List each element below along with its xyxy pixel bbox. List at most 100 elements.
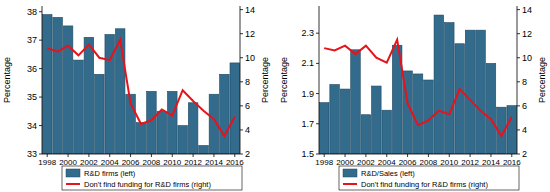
legend-swatch <box>343 169 357 177</box>
plot-area <box>42 15 239 154</box>
y-tick-label: 1.9 <box>301 89 314 99</box>
y2-tick-label: 6 <box>245 101 250 111</box>
bar <box>382 110 392 154</box>
x-tick <box>172 154 173 157</box>
y-tick-label: 38 <box>27 7 37 17</box>
y-tick-label: 33 <box>27 149 37 159</box>
y2-tick-label: 8 <box>245 77 250 87</box>
legend-box <box>339 166 519 190</box>
x-tick-label: 2012 <box>184 158 202 167</box>
bar <box>167 91 177 154</box>
x-tick <box>193 154 194 157</box>
bar <box>42 15 52 154</box>
y2-tick <box>240 81 243 82</box>
y2-axis-label: Percentage <box>537 57 547 103</box>
y2-tick-label: 2 <box>245 149 250 159</box>
x-tick <box>365 154 366 157</box>
y-tick <box>316 154 319 155</box>
chart: 3334353637382468101214199820002002200420… <box>2 5 270 190</box>
bar <box>372 86 382 154</box>
y2-tick <box>240 105 243 106</box>
y2-tick <box>517 33 520 34</box>
x-tick-label: 2008 <box>420 158 438 167</box>
x-tick-label: 2004 <box>101 158 119 167</box>
x-tick-label: 2014 <box>205 158 223 167</box>
x-tick-label: 2012 <box>461 158 479 167</box>
y2-tick-label: 8 <box>522 77 527 87</box>
y2-tick-label: 12 <box>522 29 532 39</box>
bar <box>188 103 198 154</box>
line <box>324 40 512 136</box>
y2-axis-line <box>240 6 241 154</box>
x-tick <box>234 154 235 157</box>
y2-tick <box>517 129 520 130</box>
bar <box>53 17 63 154</box>
y-tick <box>39 68 42 69</box>
y2-tick-label: 10 <box>522 53 532 63</box>
chart: 1.51.71.92.12.32468101214199820002002200… <box>279 5 547 190</box>
bar <box>465 30 475 154</box>
x-axis-line <box>319 154 517 155</box>
y2-tick <box>240 57 243 58</box>
bar <box>351 50 361 154</box>
y-tick <box>39 11 42 12</box>
y2-tick-label: 12 <box>245 29 255 39</box>
bar <box>476 30 486 154</box>
x-tick-label: 2010 <box>440 158 458 167</box>
y-tick-label: 36 <box>27 64 37 74</box>
bar <box>147 91 157 154</box>
bar <box>486 63 496 154</box>
y-tick-label: 34 <box>27 121 37 131</box>
x-tick <box>449 154 450 157</box>
bar <box>340 89 350 154</box>
x-tick-label: 2008 <box>143 158 161 167</box>
x-tick <box>130 154 131 157</box>
bar <box>95 74 105 154</box>
x-tick <box>213 154 214 157</box>
y2-tick <box>517 57 520 58</box>
bar <box>361 115 371 154</box>
x-tick-label: 2016 <box>226 158 244 167</box>
legend-label: Don't find funding for R&D firms (right) <box>84 180 211 189</box>
x-tick-label: 1998 <box>38 158 56 167</box>
x-tick-label: 1998 <box>315 158 333 167</box>
y-tick <box>39 40 42 41</box>
y2-tick-label: 10 <box>245 53 255 63</box>
x-tick <box>68 154 69 157</box>
y2-tick <box>517 154 520 155</box>
bar <box>136 123 146 154</box>
y-axis-line <box>42 6 43 154</box>
y-axis-label: Percentage <box>2 57 12 103</box>
x-tick <box>324 154 325 157</box>
y2-tick-label: 4 <box>245 125 250 135</box>
y-tick-label: 1.7 <box>301 119 314 129</box>
bar <box>230 63 240 154</box>
x-tick <box>345 154 346 157</box>
y-tick <box>316 33 319 34</box>
y2-tick-label: 14 <box>245 5 255 15</box>
y2-tick <box>517 9 520 10</box>
legend-box <box>62 166 242 190</box>
bar <box>74 60 84 154</box>
x-tick <box>428 154 429 157</box>
x-tick-label: 2002 <box>357 158 375 167</box>
y-tick-label: 2.3 <box>301 28 314 38</box>
bar <box>84 37 94 154</box>
x-tick-label: 2000 <box>59 158 77 167</box>
y-tick <box>39 97 42 98</box>
x-tick <box>490 154 491 157</box>
figure: 3334353637382468101214199820002002200420… <box>0 0 550 192</box>
x-tick <box>109 154 110 157</box>
legend: R&D/Sales (left)Don't find funding for R… <box>339 166 519 190</box>
y-tick <box>316 63 319 64</box>
y2-tick <box>240 154 243 155</box>
x-tick-label: 2000 <box>336 158 354 167</box>
line <box>47 40 235 136</box>
y2-axis-label: Percentage <box>260 57 270 103</box>
bar <box>434 15 444 154</box>
y2-tick-label: 6 <box>522 101 527 111</box>
y2-tick <box>240 129 243 130</box>
legend-label: Don't find funding for R&D firms (right) <box>361 180 488 189</box>
y2-tick-label: 2 <box>522 149 527 159</box>
y2-tick-label: 14 <box>522 5 532 15</box>
